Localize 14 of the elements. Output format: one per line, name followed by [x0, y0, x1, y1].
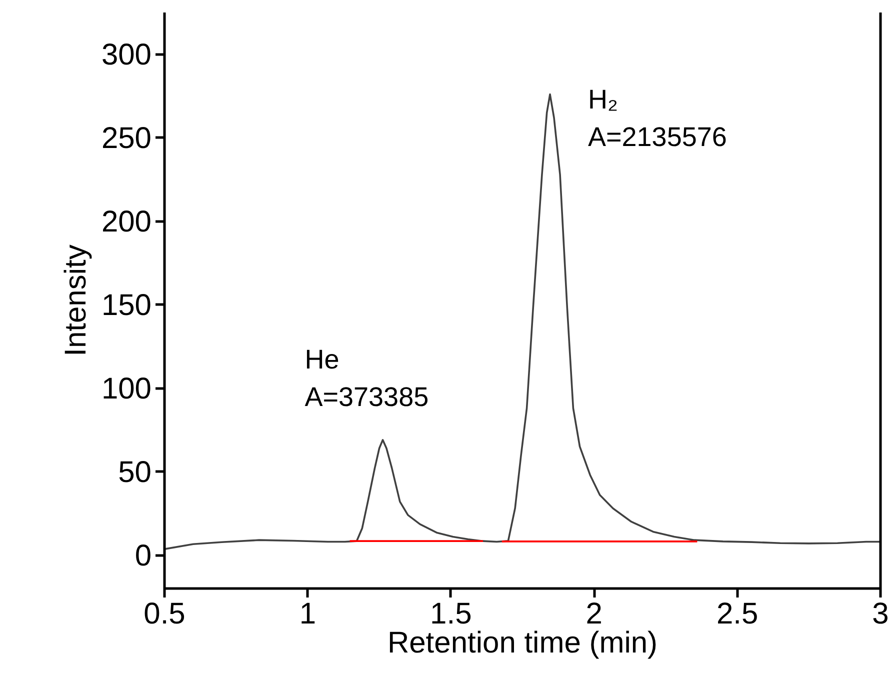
annotation: He A=373385 [304, 344, 429, 412]
x-tick-label: 3 [872, 598, 889, 630]
x-tick-label: 2.5 [716, 598, 758, 630]
x-tick-label: 1 [299, 598, 316, 630]
y-tick-label: 300 [101, 38, 152, 72]
y-tick-label: 250 [101, 122, 152, 156]
x-tick-label: 0.5 [144, 598, 186, 630]
y-axis-title: Intensity [59, 244, 92, 356]
annotation: H₂ A=2135576 [588, 84, 727, 152]
y-tick-label: 150 [101, 289, 152, 322]
y-tick-label: 200 [101, 206, 152, 239]
y-tick-label: 50 [118, 456, 152, 490]
y-tick-label: 100 [101, 372, 152, 406]
y-tick-label: 0 [134, 540, 152, 573]
